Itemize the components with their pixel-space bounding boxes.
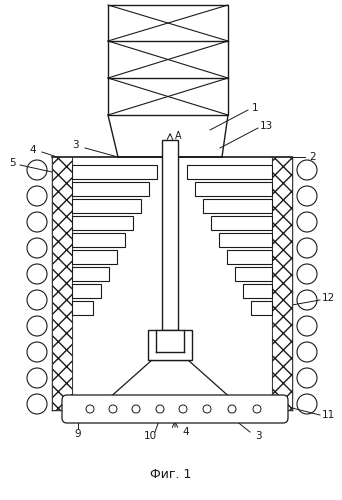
Bar — [72, 165, 157, 179]
Bar — [187, 165, 272, 179]
Circle shape — [179, 405, 187, 413]
Circle shape — [27, 316, 47, 336]
Circle shape — [297, 342, 317, 362]
Bar — [72, 182, 149, 196]
Circle shape — [228, 405, 236, 413]
Bar — [72, 216, 133, 230]
Circle shape — [27, 238, 47, 258]
Circle shape — [86, 405, 94, 413]
Text: 12: 12 — [321, 293, 334, 303]
Text: Фиг. 1: Фиг. 1 — [150, 468, 192, 481]
Circle shape — [27, 160, 47, 180]
Circle shape — [27, 212, 47, 232]
Bar — [227, 250, 272, 264]
Circle shape — [297, 290, 317, 310]
Circle shape — [27, 342, 47, 362]
Bar — [52, 157, 72, 410]
Bar — [72, 301, 93, 315]
Bar — [272, 157, 292, 410]
Circle shape — [297, 212, 317, 232]
Text: 9: 9 — [75, 429, 81, 439]
Text: 13: 13 — [259, 121, 273, 131]
Text: 3: 3 — [255, 431, 261, 441]
Circle shape — [109, 405, 117, 413]
Circle shape — [132, 405, 140, 413]
Circle shape — [27, 394, 47, 414]
Bar — [235, 267, 272, 281]
Circle shape — [27, 290, 47, 310]
Circle shape — [297, 186, 317, 206]
Circle shape — [27, 186, 47, 206]
Text: 11: 11 — [321, 410, 334, 420]
Bar — [108, 5, 228, 115]
Circle shape — [27, 264, 47, 284]
Text: A: A — [175, 131, 182, 141]
Circle shape — [253, 405, 261, 413]
Bar — [211, 216, 272, 230]
Text: 4: 4 — [30, 145, 36, 155]
Bar — [203, 199, 272, 213]
Circle shape — [203, 405, 211, 413]
Bar — [219, 233, 272, 247]
Text: 3: 3 — [72, 140, 78, 150]
Text: 5: 5 — [10, 158, 16, 168]
Bar — [251, 301, 272, 315]
Text: 1: 1 — [252, 103, 258, 113]
FancyBboxPatch shape — [62, 395, 288, 423]
Circle shape — [156, 405, 164, 413]
Bar — [72, 267, 109, 281]
Bar — [148, 330, 192, 360]
Circle shape — [27, 368, 47, 388]
Text: 2: 2 — [310, 152, 316, 162]
Bar — [162, 140, 178, 330]
Circle shape — [297, 368, 317, 388]
Bar — [72, 233, 125, 247]
Circle shape — [297, 160, 317, 180]
Bar — [72, 284, 101, 298]
Circle shape — [297, 238, 317, 258]
Text: 10: 10 — [143, 431, 157, 441]
Circle shape — [297, 316, 317, 336]
Text: 4: 4 — [182, 427, 189, 437]
Bar — [243, 284, 272, 298]
Bar — [72, 250, 117, 264]
Circle shape — [297, 394, 317, 414]
Bar — [195, 182, 272, 196]
Bar — [72, 199, 141, 213]
Circle shape — [297, 264, 317, 284]
